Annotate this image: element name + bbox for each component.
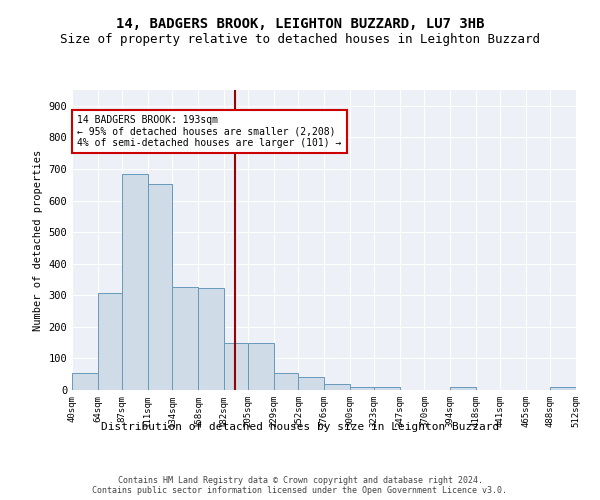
Bar bbox=[172, 288, 198, 390]
Text: Size of property relative to detached houses in Leighton Buzzard: Size of property relative to detached ho… bbox=[60, 32, 540, 46]
Bar bbox=[350, 387, 374, 390]
Text: 14 BADGERS BROOK: 193sqm
← 95% of detached houses are smaller (2,208)
4% of semi: 14 BADGERS BROOK: 193sqm ← 95% of detach… bbox=[77, 116, 342, 148]
Bar bbox=[274, 372, 298, 390]
Bar bbox=[198, 288, 224, 390]
Text: Distribution of detached houses by size in Leighton Buzzard: Distribution of detached houses by size … bbox=[101, 422, 499, 432]
Bar bbox=[98, 292, 122, 390]
Bar bbox=[122, 174, 148, 390]
Bar bbox=[224, 342, 248, 390]
Bar bbox=[298, 378, 324, 390]
Bar bbox=[450, 387, 476, 390]
Text: Contains HM Land Registry data © Crown copyright and database right 2024.
Contai: Contains HM Land Registry data © Crown c… bbox=[92, 476, 508, 495]
Bar bbox=[248, 344, 274, 390]
Bar bbox=[374, 387, 400, 390]
Bar bbox=[148, 184, 172, 390]
Bar bbox=[72, 372, 98, 390]
Y-axis label: Number of detached properties: Number of detached properties bbox=[33, 150, 43, 330]
Bar bbox=[324, 384, 350, 390]
Text: 14, BADGERS BROOK, LEIGHTON BUZZARD, LU7 3HB: 14, BADGERS BROOK, LEIGHTON BUZZARD, LU7… bbox=[116, 18, 484, 32]
Bar bbox=[550, 387, 576, 390]
